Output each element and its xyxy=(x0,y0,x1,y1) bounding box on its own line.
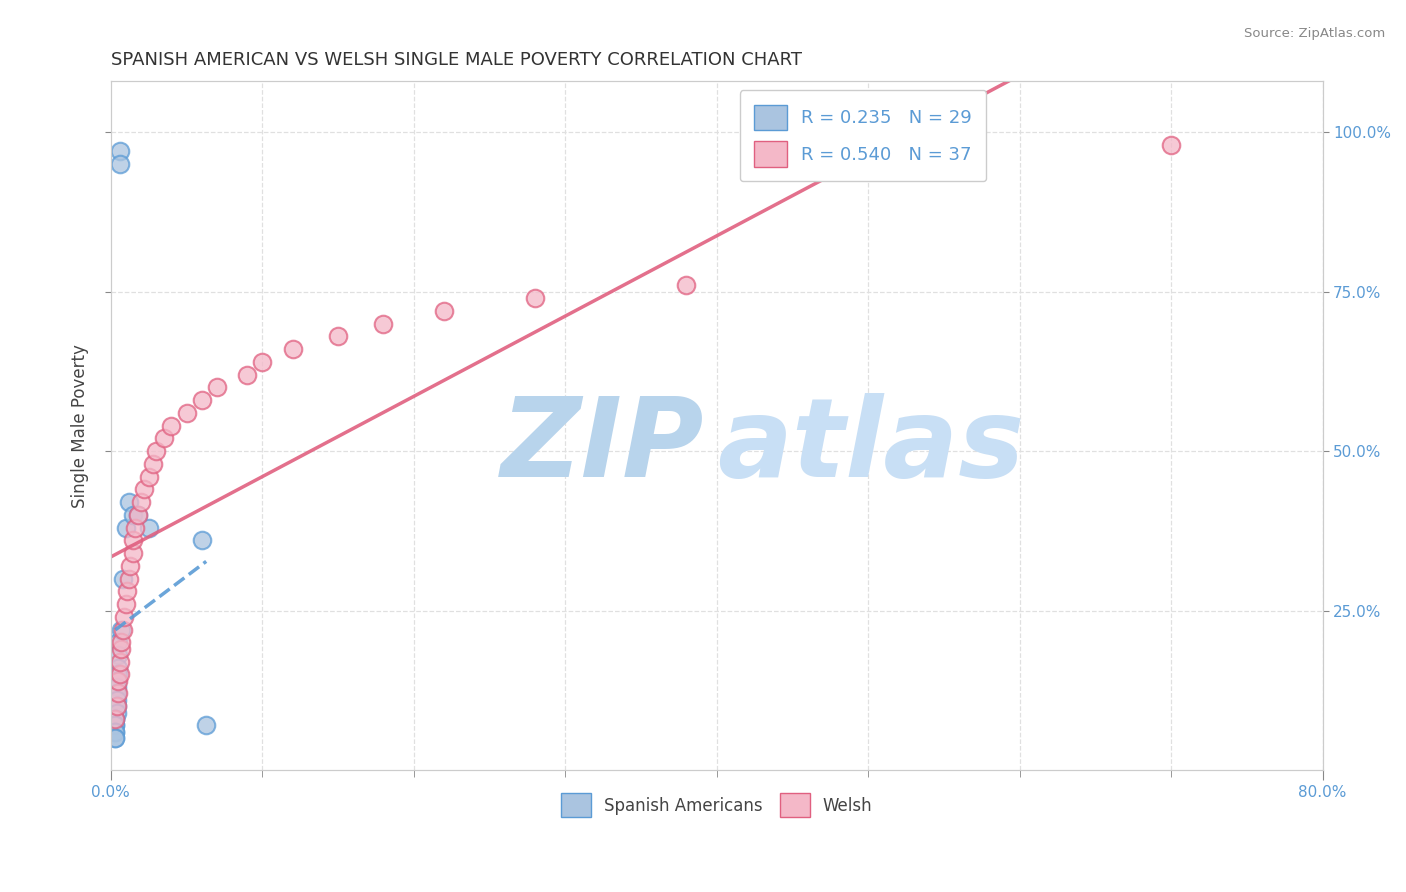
Point xyxy=(105,680,128,694)
Point xyxy=(236,368,259,382)
Point xyxy=(195,718,218,732)
Point xyxy=(205,380,228,394)
Point xyxy=(110,641,132,656)
Point xyxy=(138,521,160,535)
Point xyxy=(108,655,131,669)
Point xyxy=(104,712,127,726)
Point xyxy=(105,693,128,707)
Point xyxy=(190,393,212,408)
Point xyxy=(675,278,697,293)
Point xyxy=(104,724,127,739)
Point xyxy=(115,521,138,535)
Text: SPANISH AMERICAN VS WELSH SINGLE MALE POVERTY CORRELATION CHART: SPANISH AMERICAN VS WELSH SINGLE MALE PO… xyxy=(111,51,801,69)
Legend: Spanish Americans, Welsh: Spanish Americans, Welsh xyxy=(554,787,879,823)
Text: ZIP: ZIP xyxy=(501,392,704,500)
Point xyxy=(122,508,145,522)
Point xyxy=(108,145,131,159)
Point xyxy=(122,533,145,548)
Point xyxy=(107,673,129,688)
Point xyxy=(122,546,145,560)
Point xyxy=(110,635,132,649)
Text: atlas: atlas xyxy=(717,392,1024,500)
Point xyxy=(127,508,149,522)
Point xyxy=(107,667,129,681)
Point xyxy=(104,718,127,732)
Point xyxy=(145,444,167,458)
Point xyxy=(105,673,128,688)
Point xyxy=(111,572,134,586)
Point xyxy=(108,157,131,171)
Point xyxy=(373,317,395,331)
Point xyxy=(108,667,131,681)
Point xyxy=(104,712,127,726)
Point xyxy=(132,483,155,497)
Point xyxy=(523,291,546,305)
Point xyxy=(176,406,198,420)
Point xyxy=(281,342,304,356)
Point xyxy=(107,635,129,649)
Point xyxy=(107,686,129,700)
Point xyxy=(105,699,128,714)
Point xyxy=(105,699,128,714)
Point xyxy=(107,661,129,675)
Point xyxy=(107,648,129,663)
Point xyxy=(118,495,141,509)
Point xyxy=(117,584,139,599)
Point xyxy=(326,329,349,343)
Point xyxy=(124,521,146,535)
Point xyxy=(252,355,274,369)
Point xyxy=(127,508,149,522)
Point xyxy=(104,731,127,745)
Point xyxy=(160,418,183,433)
Point xyxy=(433,304,456,318)
Point xyxy=(120,558,142,573)
Point xyxy=(111,623,134,637)
Point xyxy=(110,623,132,637)
Point xyxy=(105,706,128,720)
Point xyxy=(1160,138,1182,153)
Point xyxy=(112,610,135,624)
Point xyxy=(152,432,174,446)
Point xyxy=(118,572,141,586)
Point xyxy=(104,718,127,732)
Point xyxy=(104,731,127,745)
Point xyxy=(190,533,212,548)
Text: Source: ZipAtlas.com: Source: ZipAtlas.com xyxy=(1244,27,1385,40)
Point xyxy=(115,597,138,611)
Point xyxy=(105,686,128,700)
Y-axis label: Single Male Poverty: Single Male Poverty xyxy=(72,343,89,508)
Point xyxy=(104,712,127,726)
Point xyxy=(104,724,127,739)
Point xyxy=(138,469,160,483)
Point xyxy=(129,495,152,509)
Point xyxy=(142,457,165,471)
